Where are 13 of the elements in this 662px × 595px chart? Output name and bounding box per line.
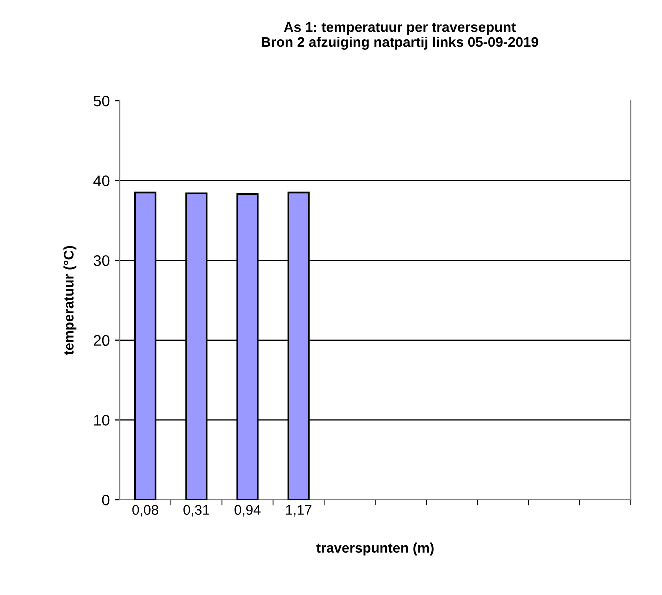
y-tick-label: 10	[94, 415, 110, 426]
x-tick-label: 1,17	[286, 505, 312, 517]
y-axis-title: temperatuur (°C)	[64, 246, 77, 356]
y-tick-label: 0	[102, 494, 110, 506]
y-tick-label: 20	[94, 335, 110, 346]
x-tick-label: 0,08	[132, 505, 158, 517]
y-tick-label: 50	[94, 96, 110, 107]
y-tick-label: 30	[94, 255, 110, 266]
chart-title: As 1: temperatuur per traversepunt Bron 2 afzuiging natpartij links 05-09-2019	[262, 22, 538, 50]
y-tick-label: 40	[94, 176, 110, 186]
x-tick-label: 0,31	[184, 505, 210, 517]
x-tick-label: 0,94	[234, 505, 261, 517]
x-axis-title: traverspunten (m)	[316, 542, 434, 556]
